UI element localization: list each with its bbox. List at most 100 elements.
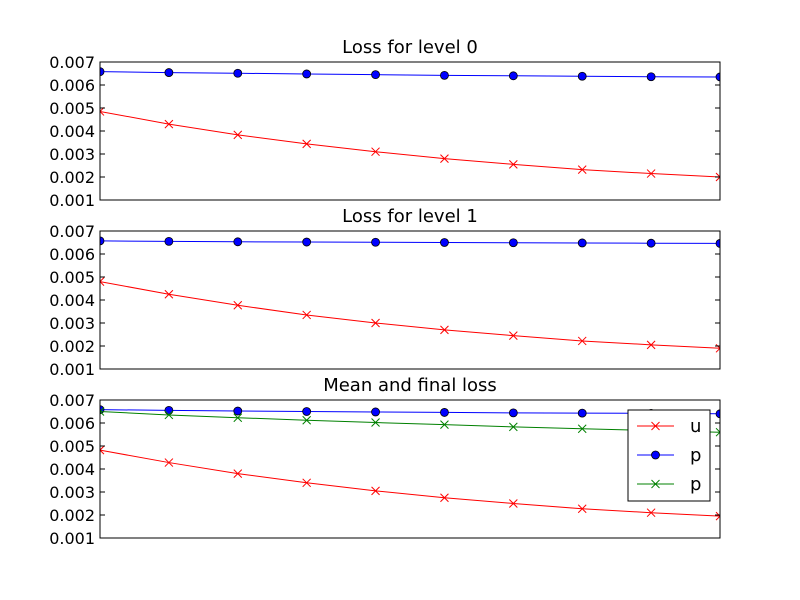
- data-point: [164, 289, 174, 299]
- series-line: [100, 240, 720, 244]
- y-tick-label: 0.007: [49, 391, 95, 410]
- data-point: [371, 407, 380, 417]
- data-point: [164, 68, 174, 77]
- data-point: [577, 238, 587, 248]
- data-point: [233, 413, 243, 423]
- data-point: [440, 408, 449, 417]
- plot-background: [99, 399, 721, 539]
- data-point: [577, 71, 587, 81]
- y-tick-label: 0.002: [49, 337, 95, 356]
- data-point: [233, 469, 243, 478]
- y-tick-label: 0.003: [49, 483, 95, 502]
- y-tick-label: 0.004: [49, 460, 95, 479]
- data-point: [715, 239, 720, 248]
- data-point: [508, 422, 518, 432]
- data-point: [100, 67, 105, 77]
- data-point: [646, 238, 656, 248]
- y-tick-label: 0.004: [49, 291, 95, 310]
- plot-area: 0.001 0.002 0.003 0.004 0.005 0.006 0.007: [49, 222, 721, 379]
- y-tick-label: 0.002: [49, 168, 95, 187]
- data-point: [100, 277, 105, 286]
- data-point: [302, 415, 312, 425]
- plot-background: [99, 230, 721, 370]
- data-point: [164, 236, 174, 246]
- data-point: [508, 159, 518, 169]
- data-point: [371, 318, 380, 328]
- chart-panel-2: Mean and final loss 0.001 0.002 0.003 0.004…: [49, 375, 721, 548]
- data-point: [302, 69, 312, 79]
- data-point: [371, 147, 380, 157]
- data-point: [508, 331, 518, 341]
- data-point: [508, 499, 518, 508]
- data-point: [577, 424, 587, 434]
- y-tick-label: 0.007: [49, 53, 95, 72]
- y-tick-label: 0.004: [49, 122, 95, 141]
- series-line: [100, 449, 720, 517]
- data-point: [164, 410, 174, 420]
- data-point: [715, 172, 720, 182]
- data-point: [302, 407, 312, 416]
- data-point: [715, 409, 720, 419]
- y-tick-label: 0.003: [49, 314, 95, 333]
- legend-label: p: [690, 445, 701, 466]
- y-tick-label: 0.003: [49, 145, 95, 164]
- legend-marker: [651, 479, 660, 489]
- chart-title: Loss for level 0: [342, 37, 478, 58]
- data-point: [302, 237, 312, 247]
- data-point: [371, 486, 380, 496]
- data-point: [233, 130, 243, 140]
- data-point: [371, 418, 380, 427]
- data-point: [715, 511, 720, 521]
- data-point: [646, 72, 656, 82]
- data-point: [164, 119, 174, 129]
- legend-label: p: [690, 474, 701, 495]
- chart-title: Mean and final loss: [323, 375, 497, 396]
- series-line: [100, 110, 720, 178]
- y-tick-label: 0.005: [49, 99, 95, 118]
- data-point: [508, 238, 518, 248]
- data-point: [440, 70, 449, 80]
- data-point: [100, 107, 105, 116]
- data-point: [715, 72, 720, 82]
- y-tick-label: 0.006: [49, 245, 95, 264]
- plot-background: [99, 61, 721, 201]
- legend-marker: [651, 421, 660, 431]
- data-point: [440, 154, 449, 163]
- data-point: [440, 420, 449, 429]
- data-point: [100, 407, 105, 416]
- y-tick-label: 0.002: [49, 506, 95, 525]
- data-point: [577, 504, 587, 514]
- legend: upp: [627, 409, 711, 502]
- data-point: [646, 340, 656, 350]
- data-point: [440, 493, 449, 503]
- legend-label: u: [690, 416, 701, 437]
- data-point: [508, 71, 518, 81]
- data-point: [440, 325, 449, 335]
- y-tick-label: 0.005: [49, 437, 95, 456]
- data-point: [646, 508, 656, 518]
- series-line: [100, 409, 720, 415]
- legend-marker: [651, 450, 660, 460]
- data-point: [371, 237, 380, 247]
- data-point: [100, 236, 105, 246]
- series-line: [100, 411, 720, 433]
- data-point: [508, 408, 518, 418]
- series-group: [100, 67, 720, 182]
- data-point: [440, 238, 449, 247]
- data-point: [715, 427, 720, 437]
- y-tick-label: 0.001: [49, 529, 95, 548]
- data-point: [233, 406, 243, 416]
- series-line: [100, 281, 720, 349]
- data-point: [100, 445, 105, 455]
- data-point: [577, 165, 587, 174]
- data-point: [164, 458, 174, 467]
- data-point: [302, 139, 312, 149]
- data-point: [577, 336, 587, 346]
- data-point: [371, 70, 380, 80]
- y-tick-label: 0.007: [49, 222, 95, 241]
- data-point: [164, 405, 174, 415]
- y-tick-label: 0.006: [49, 76, 95, 95]
- data-point: [646, 169, 656, 178]
